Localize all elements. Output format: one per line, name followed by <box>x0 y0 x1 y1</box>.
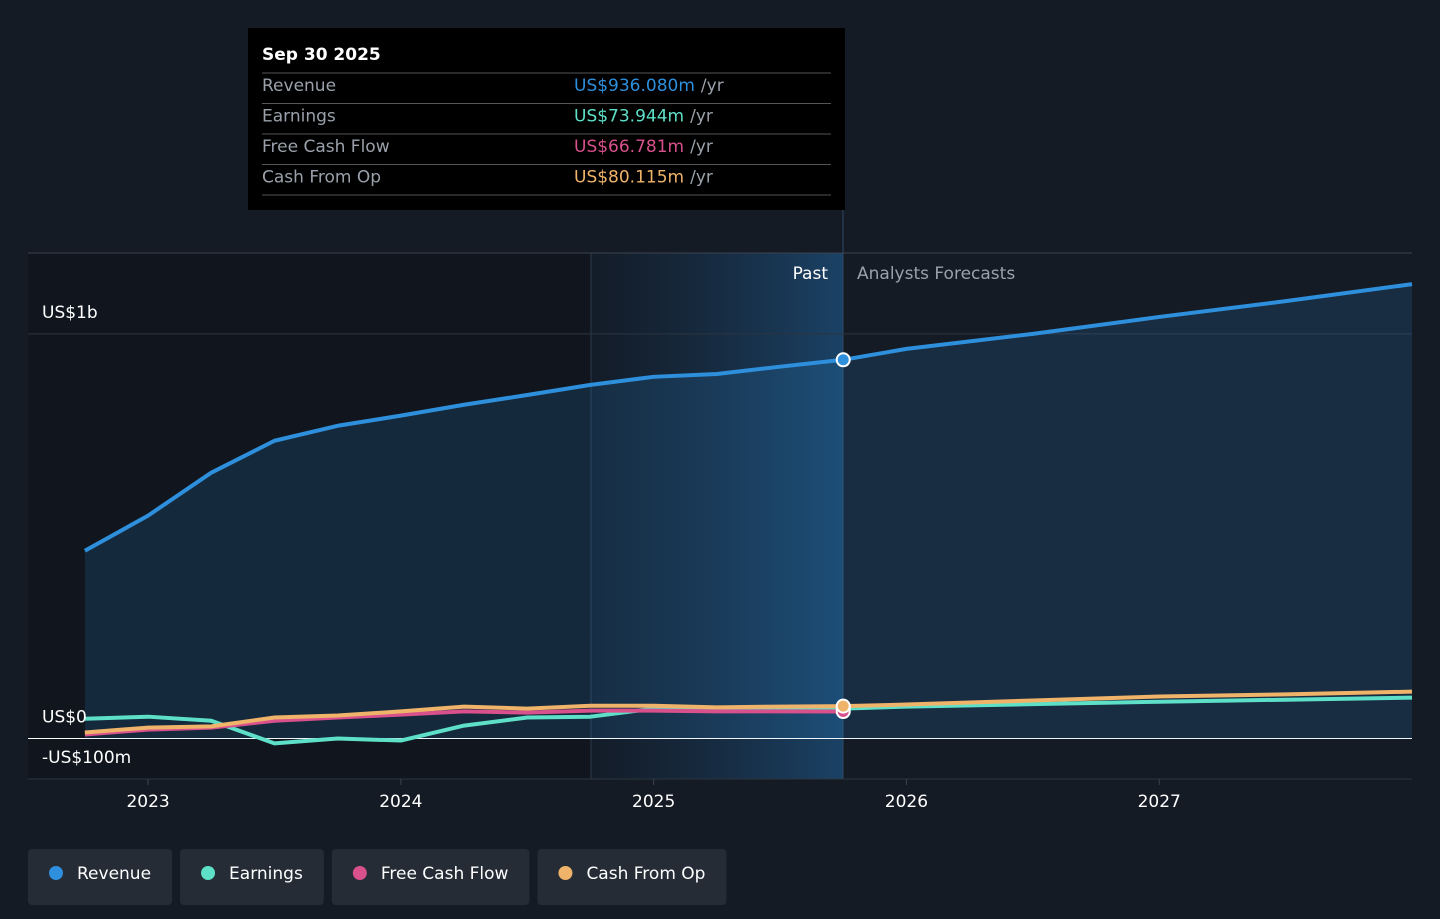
tooltip-label: Cash From Op <box>262 168 381 188</box>
legend-button <box>537 849 727 905</box>
legend-button <box>28 849 173 905</box>
legend-item[interactable]: Earnings <box>180 849 324 905</box>
legend-label: Revenue <box>77 864 151 884</box>
legend-swatch <box>558 866 573 880</box>
tooltip-label: Earnings <box>262 107 336 127</box>
tooltip-box <box>248 28 845 210</box>
series-line <box>84 695 1413 746</box>
tooltip-unit: /yr <box>690 107 713 127</box>
y-tick-label: US$1b <box>42 303 98 323</box>
legend-swatch <box>201 866 216 880</box>
series-line <box>84 689 1413 735</box>
tooltip: Sep 30 2025 Revenue US$936.080m/yr Earning… <box>248 28 845 210</box>
legend-item[interactable]: Free Cash Flow <box>331 849 530 905</box>
legend-item[interactable]: Cash From Op <box>537 849 727 905</box>
y-tick-label: US$0 <box>42 708 87 728</box>
series-line <box>83 282 1413 553</box>
tooltip-value: US$936.080m <box>574 76 695 96</box>
legend-swatch <box>49 866 63 880</box>
x-tick-label: 2023 <box>126 792 169 812</box>
legend-label: Earnings <box>229 864 303 884</box>
highlight-point <box>835 352 851 368</box>
x-tick-label: 2024 <box>379 792 422 812</box>
plot <box>28 282 1413 785</box>
tooltip-value: US$80.115m <box>574 168 684 188</box>
highlight-point <box>835 698 851 714</box>
tooltip-label: Free Cash Flow <box>262 137 390 157</box>
tooltip-unit: /yr <box>690 137 713 157</box>
x-tick-label: 2026 <box>885 792 928 812</box>
tooltip-label: Revenue <box>262 76 336 96</box>
tooltip-date: Sep 30 2025 <box>262 45 381 65</box>
forecast-label: Analysts Forecasts <box>857 264 1015 284</box>
legend-button <box>331 849 530 905</box>
tooltip-value: US$66.781m <box>574 137 684 157</box>
tooltip-unit: /yr <box>690 168 713 188</box>
tooltip-unit: /yr <box>701 76 724 96</box>
revenue-area <box>84 284 1412 739</box>
legend-label: Cash From Op <box>586 864 705 884</box>
legend-button <box>180 849 324 905</box>
x-tick-label: 2025 <box>632 792 675 812</box>
past-label: Past <box>793 264 829 284</box>
legend-swatch <box>352 866 367 880</box>
legend-label: Free Cash Flow <box>381 864 509 884</box>
tooltip-value: US$73.944m <box>574 107 684 127</box>
past-highlight <box>591 253 843 779</box>
x-tick-label: 2027 <box>1138 792 1181 812</box>
legend-item[interactable]: Revenue <box>28 849 173 905</box>
y-tick-label: -US$100m <box>42 748 131 768</box>
